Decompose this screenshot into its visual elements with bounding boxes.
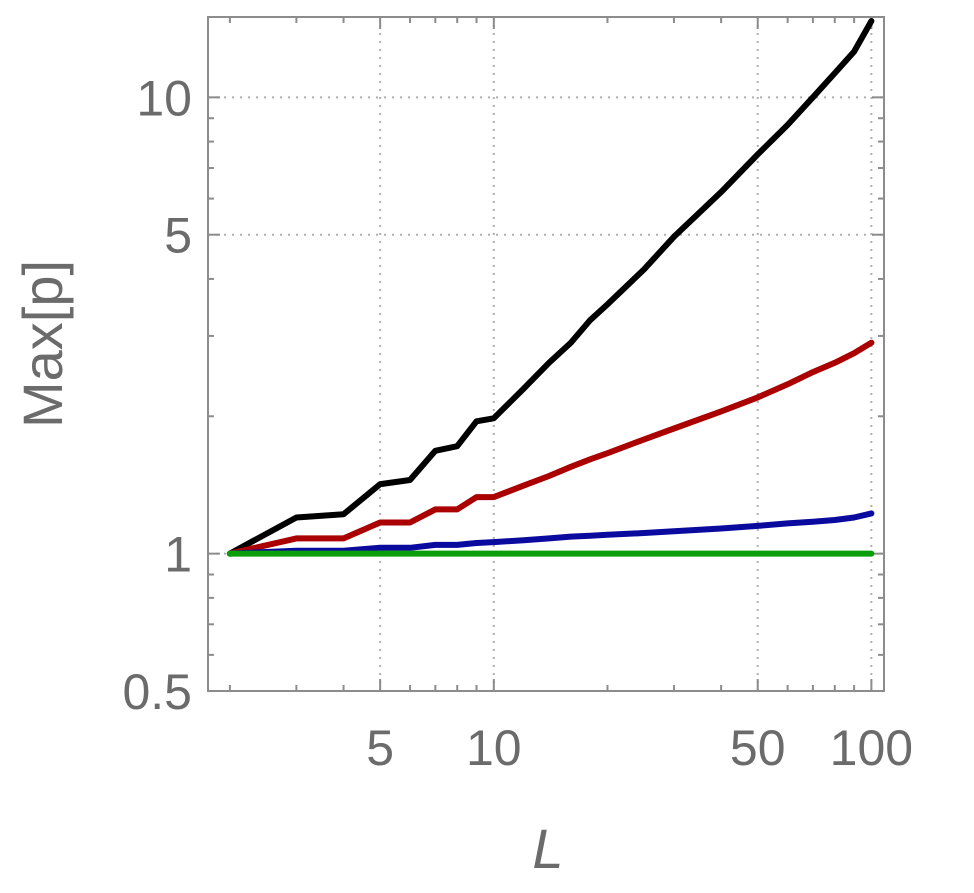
series-group bbox=[226, 18, 875, 557]
x-tick-label: 50 bbox=[730, 720, 786, 776]
y-tick-label: 0.5 bbox=[122, 664, 192, 720]
minor-ticks bbox=[208, 17, 884, 692]
series-line-1 bbox=[226, 18, 875, 557]
y-tick-labels: 0.5 1 5 10 bbox=[122, 70, 192, 720]
series-line-3 bbox=[226, 510, 875, 557]
y-tick-label: 10 bbox=[136, 70, 192, 126]
y-axis-label: Max[p] bbox=[11, 260, 74, 428]
grid bbox=[208, 17, 884, 691]
x-tick-label: 10 bbox=[466, 720, 522, 776]
y-tick-label: 1 bbox=[164, 527, 192, 583]
series-line-2 bbox=[226, 339, 875, 557]
y-tick-label: 5 bbox=[164, 208, 192, 264]
x-tick-labels: 5 10 50 100 bbox=[366, 720, 913, 776]
plot-frame bbox=[207, 16, 885, 692]
x-tick-label: 5 bbox=[366, 720, 394, 776]
x-tick-label: 100 bbox=[830, 720, 913, 776]
x-axis-label: L bbox=[532, 817, 563, 880]
